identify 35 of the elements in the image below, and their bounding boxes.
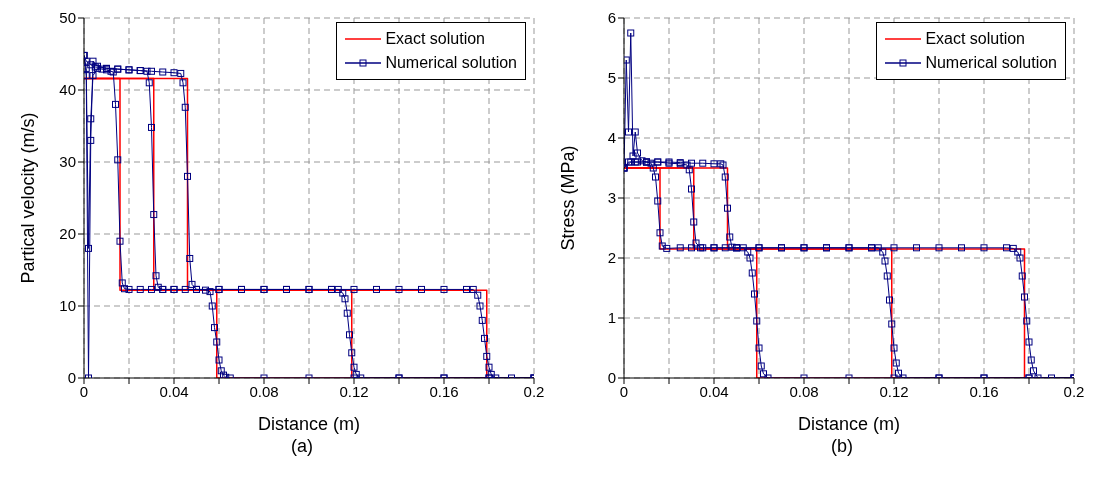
y-tick-label: 5 <box>607 69 616 87</box>
y-axis-title: Partical velocity (m/s) <box>18 112 39 284</box>
text: (b) <box>830 436 854 457</box>
y-tick-label: 0 <box>67 369 76 387</box>
legend-label: Exact solution <box>385 29 485 49</box>
x-tick-label: 0.2 <box>523 382 545 400</box>
legend-label: Numerical solution <box>925 53 1057 73</box>
y-tick-label: 10 <box>59 297 76 315</box>
y-axis-title: Stress (MPa) <box>558 145 579 251</box>
y-tick-label: 1 <box>607 309 616 327</box>
x-tick-label: 0.12 <box>879 382 909 400</box>
y-tick-label: 50 <box>59 9 76 27</box>
legend-label: Numerical solution <box>385 53 517 73</box>
x-tick-label: 0.08 <box>249 382 279 400</box>
x-axis-title: Distance (m) <box>257 414 361 434</box>
x-axis-title: Distance (m) <box>797 414 901 434</box>
y-tick-label: 30 <box>59 153 76 171</box>
y-tick-label: 6 <box>607 9 616 27</box>
y-tick-label: 3 <box>607 189 616 207</box>
x-tick-label: 0.16 <box>969 382 999 400</box>
x-tick-label: 0.08 <box>789 382 819 400</box>
y-tick-label: 20 <box>59 225 76 243</box>
legend-label: Exact solution <box>925 29 1025 49</box>
x-tick-label: 0.12 <box>339 382 369 400</box>
x-tick-label: 0.04 <box>699 382 729 400</box>
y-tick-label: 40 <box>59 81 76 99</box>
y-tick-label: 2 <box>607 249 616 267</box>
x-tick-label: 0.16 <box>429 382 459 400</box>
x-tick-label: 0 <box>619 382 629 400</box>
x-tick-label: 0.2 <box>1063 382 1085 400</box>
y-tick-label: 4 <box>607 129 616 147</box>
x-tick-label: 0.04 <box>159 382 189 400</box>
y-tick-label: 0 <box>607 369 616 387</box>
text: (a) <box>290 436 314 457</box>
x-tick-label: 0 <box>79 382 89 400</box>
